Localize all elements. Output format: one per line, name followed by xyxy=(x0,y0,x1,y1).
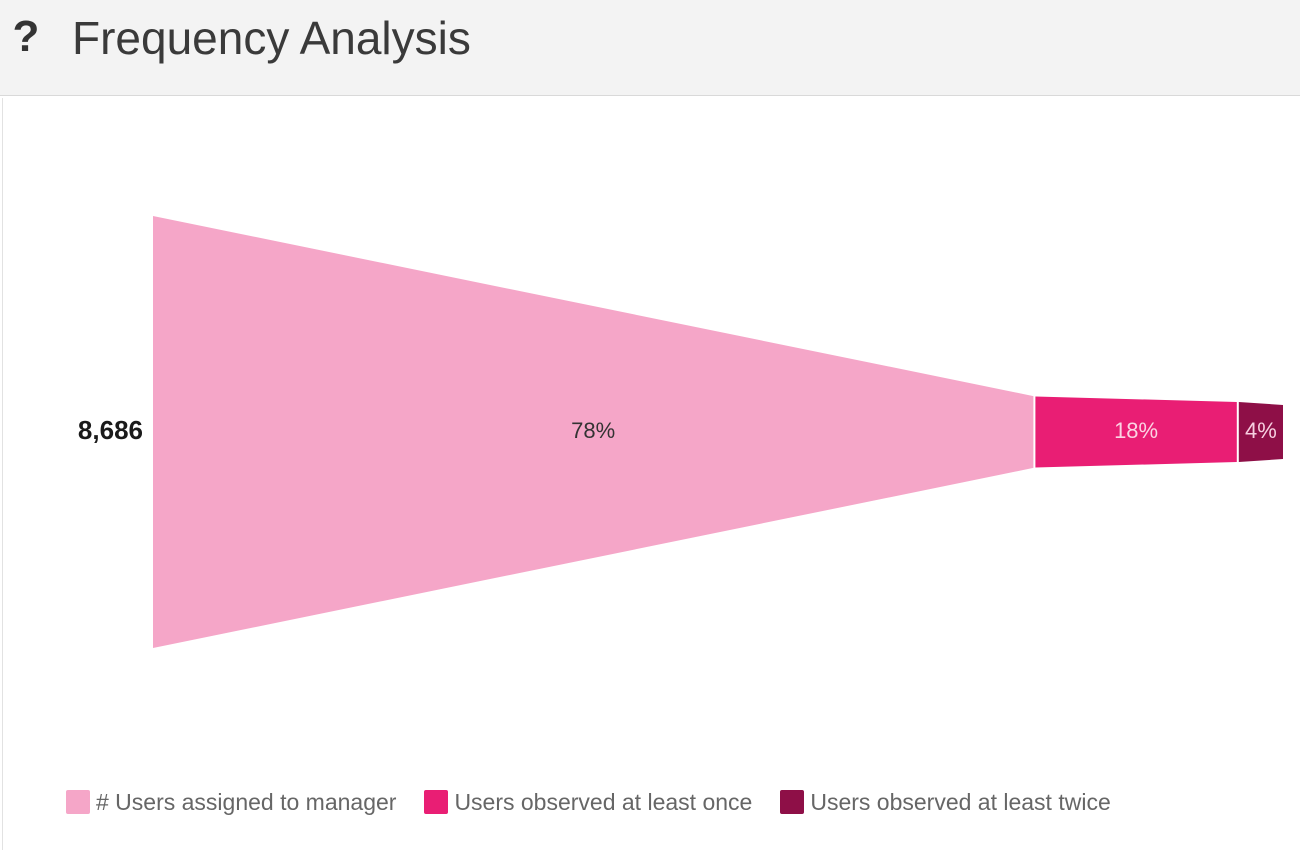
funnel-segments xyxy=(153,216,1283,648)
page-title: Frequency Analysis xyxy=(72,12,471,64)
legend-swatch xyxy=(780,790,805,814)
legend-label: # Users assigned to manager xyxy=(96,788,397,815)
funnel-segment-label-1: 78% xyxy=(571,418,615,443)
funnel-segment-label-3: 4% xyxy=(1245,418,1277,443)
legend-item-2[interactable]: Users observed at least once xyxy=(424,789,752,816)
header-bar: ? Frequency Analysis xyxy=(0,0,1300,96)
funnel-total-label: 8,686 xyxy=(78,415,143,445)
legend-item-3[interactable]: Users observed at least twice xyxy=(780,788,1111,816)
legend-swatch xyxy=(66,790,90,814)
question-mark-icon[interactable]: ? xyxy=(12,12,40,61)
legend-swatch xyxy=(424,790,449,814)
funnel-segment-1[interactable] xyxy=(153,216,1034,648)
chart-legend: # Users assigned to manager Users observe… xyxy=(66,786,1139,818)
funnel-segment-2[interactable] xyxy=(1035,396,1237,468)
legend-label: Users observed at least twice xyxy=(810,788,1111,815)
funnel-segment-3[interactable] xyxy=(1238,402,1283,462)
legend-item-1[interactable]: # Users assigned to manager xyxy=(66,789,396,816)
funnel-labels: 78% 18% 4% xyxy=(571,418,1277,443)
funnel-segment-label-2: 18% xyxy=(1114,418,1158,443)
legend-label: Users observed at least once xyxy=(454,788,753,815)
